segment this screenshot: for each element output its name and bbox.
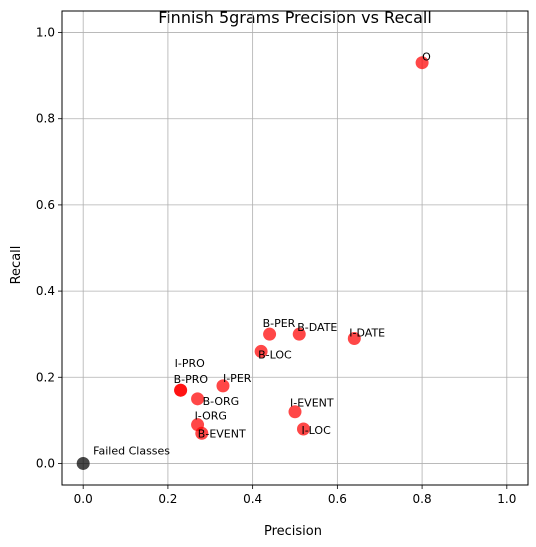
x-tick-label: 0.2 [158,492,177,506]
scatter-point [254,344,268,358]
y-tick-label: 0.0 [36,456,55,470]
axis-ticks: 0.0 0.2 0.4 0.6 0.8 1.0 0.0 0.2 0.4 0.6 0.8 1.0 [36,26,516,506]
scatter-point [216,379,230,393]
x-tick-label: 0.8 [413,492,432,506]
plot-frame [61,10,529,486]
y-tick-label: 0.2 [36,370,55,384]
chart-title: Finnish 5grams Precision vs Recall [158,8,432,27]
scatter-point [292,327,306,341]
scatter-point [347,331,361,345]
scatter-point [415,56,429,70]
scatter-point [191,392,205,406]
point-label: I-EVENT [290,397,334,410]
point-label: Failed Classes [93,444,170,457]
y-tick-label: 0.8 [36,112,55,126]
y-axis-label: Recall [9,246,24,285]
point-label: O [422,51,431,64]
point-label: B-ORG [203,395,240,408]
x-tick-label: 0.4 [243,492,262,506]
y-tick-label: 1.0 [36,26,55,40]
x-axis-label: Precision [264,524,322,539]
y-tick-label: 0.6 [36,198,55,212]
scatter-point [195,426,209,440]
scatter-point [296,422,310,436]
point-label: I-PER [223,372,252,385]
point-label: I-ORG [195,410,227,423]
grid-lines [62,11,528,485]
failed-point [76,456,90,470]
scatter-point [174,383,188,397]
point-label: I-PRO [175,357,205,370]
point-label: B-EVENT [198,427,246,440]
x-tick-label: 0.6 [328,492,347,506]
point-label: B-PRO [174,373,209,386]
x-tick-label: 0.0 [74,492,93,506]
data-points [76,56,429,470]
point-label: B-DATE [297,321,337,334]
point-label: I-DATE [349,326,385,339]
point-label: B-PER [263,317,296,330]
point-labels: O B-PER B-DATE I-DATE B-LOC I-PRO B-PRO I-PER B-… [93,51,431,458]
scatter-point [263,327,277,341]
y-tick-label: 0.4 [36,284,55,298]
x-tick-label: 1.0 [497,492,516,506]
point-label: I-LOC [301,424,331,437]
scatter-point [288,405,302,419]
point-label: B-LOC [258,348,292,361]
